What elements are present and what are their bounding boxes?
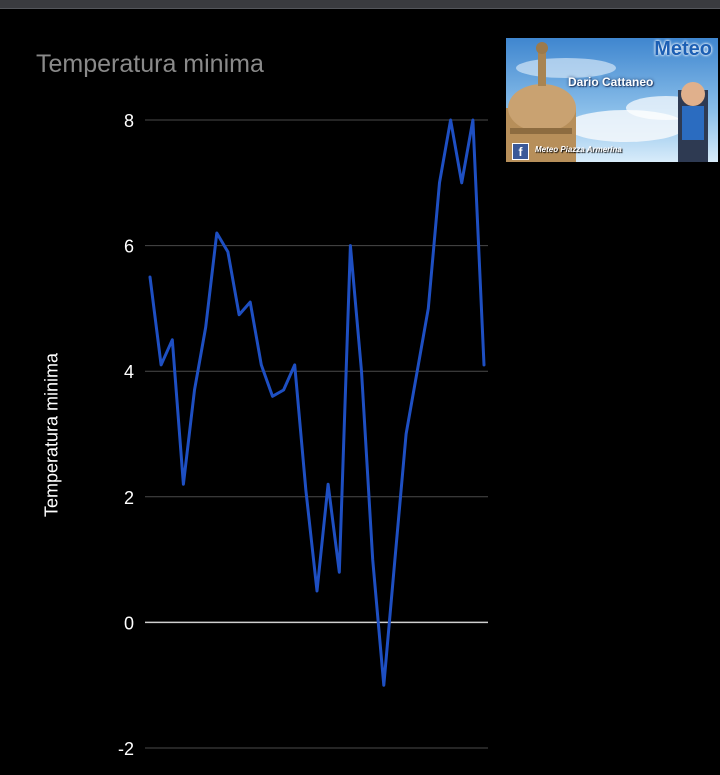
y-tick-label: 2 (124, 488, 134, 508)
facebook-label: Meteo Piazza Armerina (535, 145, 622, 154)
banner-image[interactable]: Meteo Dario Cattaneo f Meteo Piazza Arme… (506, 38, 718, 162)
banner-brand: Meteo (654, 38, 712, 60)
grid-layer (145, 119, 488, 749)
y-tick-label: 6 (124, 237, 134, 257)
window-top-bar (0, 0, 720, 9)
y-axis-label: Temperatura minima (41, 352, 62, 518)
banner-person-name: Dario Cattaneo (568, 75, 654, 89)
y-tick-label: -2 (118, 739, 134, 759)
y-tick-labels: -2 0 2 4 6 8 (118, 111, 134, 759)
series-line (148, 118, 486, 687)
y-tick-label: 4 (124, 362, 134, 382)
facebook-icon[interactable]: f (512, 143, 529, 160)
y-tick-label: 8 (124, 111, 134, 131)
chart-title: Temperatura minima (36, 50, 264, 78)
y-tick-label: 0 (124, 613, 134, 633)
